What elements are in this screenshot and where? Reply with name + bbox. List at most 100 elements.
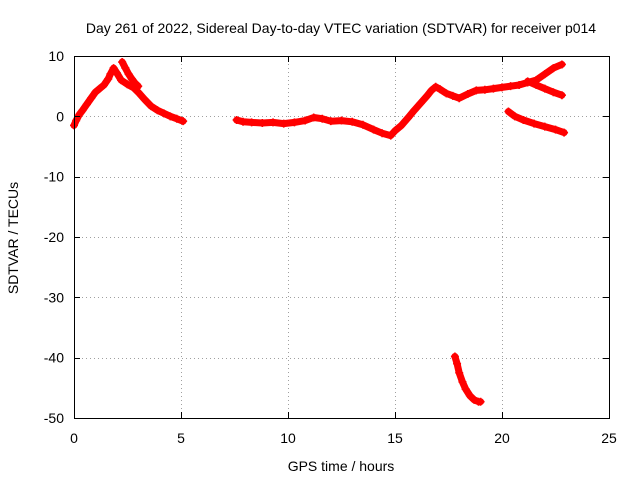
data-point xyxy=(301,116,310,125)
grid-lines xyxy=(74,56,609,418)
data-point xyxy=(510,112,519,121)
data-point xyxy=(95,84,104,93)
data-point xyxy=(410,106,419,115)
data-point xyxy=(549,88,558,97)
data-point xyxy=(124,70,133,79)
data-point xyxy=(557,60,566,69)
data-point xyxy=(78,106,87,115)
data-point xyxy=(179,117,188,126)
data-point xyxy=(523,77,532,86)
data-point xyxy=(423,91,432,100)
data-point xyxy=(337,116,346,125)
x-tick-label: 25 xyxy=(601,430,617,446)
data-point xyxy=(118,58,127,67)
x-tick-label: 5 xyxy=(177,430,185,446)
data-point xyxy=(106,70,115,79)
data-point xyxy=(397,121,406,130)
data-point xyxy=(386,131,395,140)
data-point xyxy=(470,395,479,404)
axis-ticks xyxy=(74,56,610,419)
data-point xyxy=(239,117,248,126)
data-point xyxy=(117,76,126,85)
data-point xyxy=(166,112,175,121)
data-point xyxy=(232,115,241,124)
data-point xyxy=(127,74,136,83)
x-axis-label: GPS time / hours xyxy=(288,458,395,474)
data-point xyxy=(369,125,378,134)
data-point xyxy=(560,128,569,137)
y-tick-label: -50 xyxy=(44,410,64,426)
y-tick-label: 0 xyxy=(56,108,64,124)
data-point xyxy=(153,106,162,115)
data-point xyxy=(109,64,118,73)
data-point xyxy=(549,64,558,73)
data-point xyxy=(75,110,84,119)
data-point xyxy=(489,84,498,93)
data-point xyxy=(453,359,462,368)
x-tick-label: 10 xyxy=(280,430,296,446)
data-point xyxy=(530,119,539,128)
y-tick-label: -40 xyxy=(44,350,64,366)
data-point xyxy=(134,82,143,91)
y-tick-label: -20 xyxy=(44,229,64,245)
data-series xyxy=(70,58,569,406)
y-axis-label: SDTVAR / TECUs xyxy=(5,182,21,294)
data-point xyxy=(515,80,524,89)
data-point xyxy=(159,109,168,118)
data-point xyxy=(448,91,457,100)
y-tick-label: 10 xyxy=(48,48,64,64)
data-point xyxy=(458,377,467,386)
x-tick-label: 0 xyxy=(70,430,78,446)
series-midday xyxy=(232,60,566,140)
data-point xyxy=(455,368,464,377)
series-upper-branch xyxy=(523,77,566,100)
data-point xyxy=(442,89,451,98)
data-point xyxy=(147,102,156,111)
series-early-peak xyxy=(118,58,143,91)
data-point xyxy=(104,74,113,83)
data-point xyxy=(557,91,566,100)
data-point xyxy=(435,85,444,94)
data-point xyxy=(172,114,181,123)
data-point xyxy=(519,115,528,124)
data-point xyxy=(461,385,470,394)
data-point xyxy=(99,80,108,89)
data-point xyxy=(140,95,149,104)
chart-title: Day 261 of 2022, Sidereal Day-to-day VTE… xyxy=(86,20,596,36)
data-point xyxy=(431,82,440,91)
data-point xyxy=(540,70,549,79)
data-point xyxy=(121,64,130,73)
data-point xyxy=(540,122,549,131)
data-point xyxy=(455,94,464,103)
data-point xyxy=(463,90,472,99)
data-point xyxy=(279,119,288,128)
x-tick-label: 15 xyxy=(387,430,403,446)
data-point xyxy=(326,117,335,126)
data-point xyxy=(465,391,474,400)
y-tick-labels: 10 0 -10 -20 -30 -40 -50 xyxy=(44,48,64,426)
data-point xyxy=(472,86,481,95)
data-point xyxy=(348,117,357,126)
data-point xyxy=(358,120,367,129)
data-point xyxy=(504,107,513,116)
data-point xyxy=(480,85,489,94)
y-tick-label: -10 xyxy=(44,169,64,185)
data-point xyxy=(247,118,256,127)
data-point xyxy=(269,118,278,127)
data-point xyxy=(258,118,267,127)
data-point xyxy=(123,80,132,89)
data-point xyxy=(416,99,425,108)
data-point xyxy=(498,83,506,92)
data-point xyxy=(309,113,318,122)
x-tick-label: 20 xyxy=(494,430,510,446)
data-point xyxy=(532,80,541,89)
data-point xyxy=(391,126,399,135)
data-point xyxy=(427,86,436,95)
x-tick-labels: 0 5 10 15 20 25 xyxy=(70,430,617,446)
series-late-decline xyxy=(504,107,569,137)
data-point xyxy=(87,94,96,103)
data-point xyxy=(551,125,560,134)
data-point xyxy=(506,82,515,91)
data-point xyxy=(318,114,327,123)
